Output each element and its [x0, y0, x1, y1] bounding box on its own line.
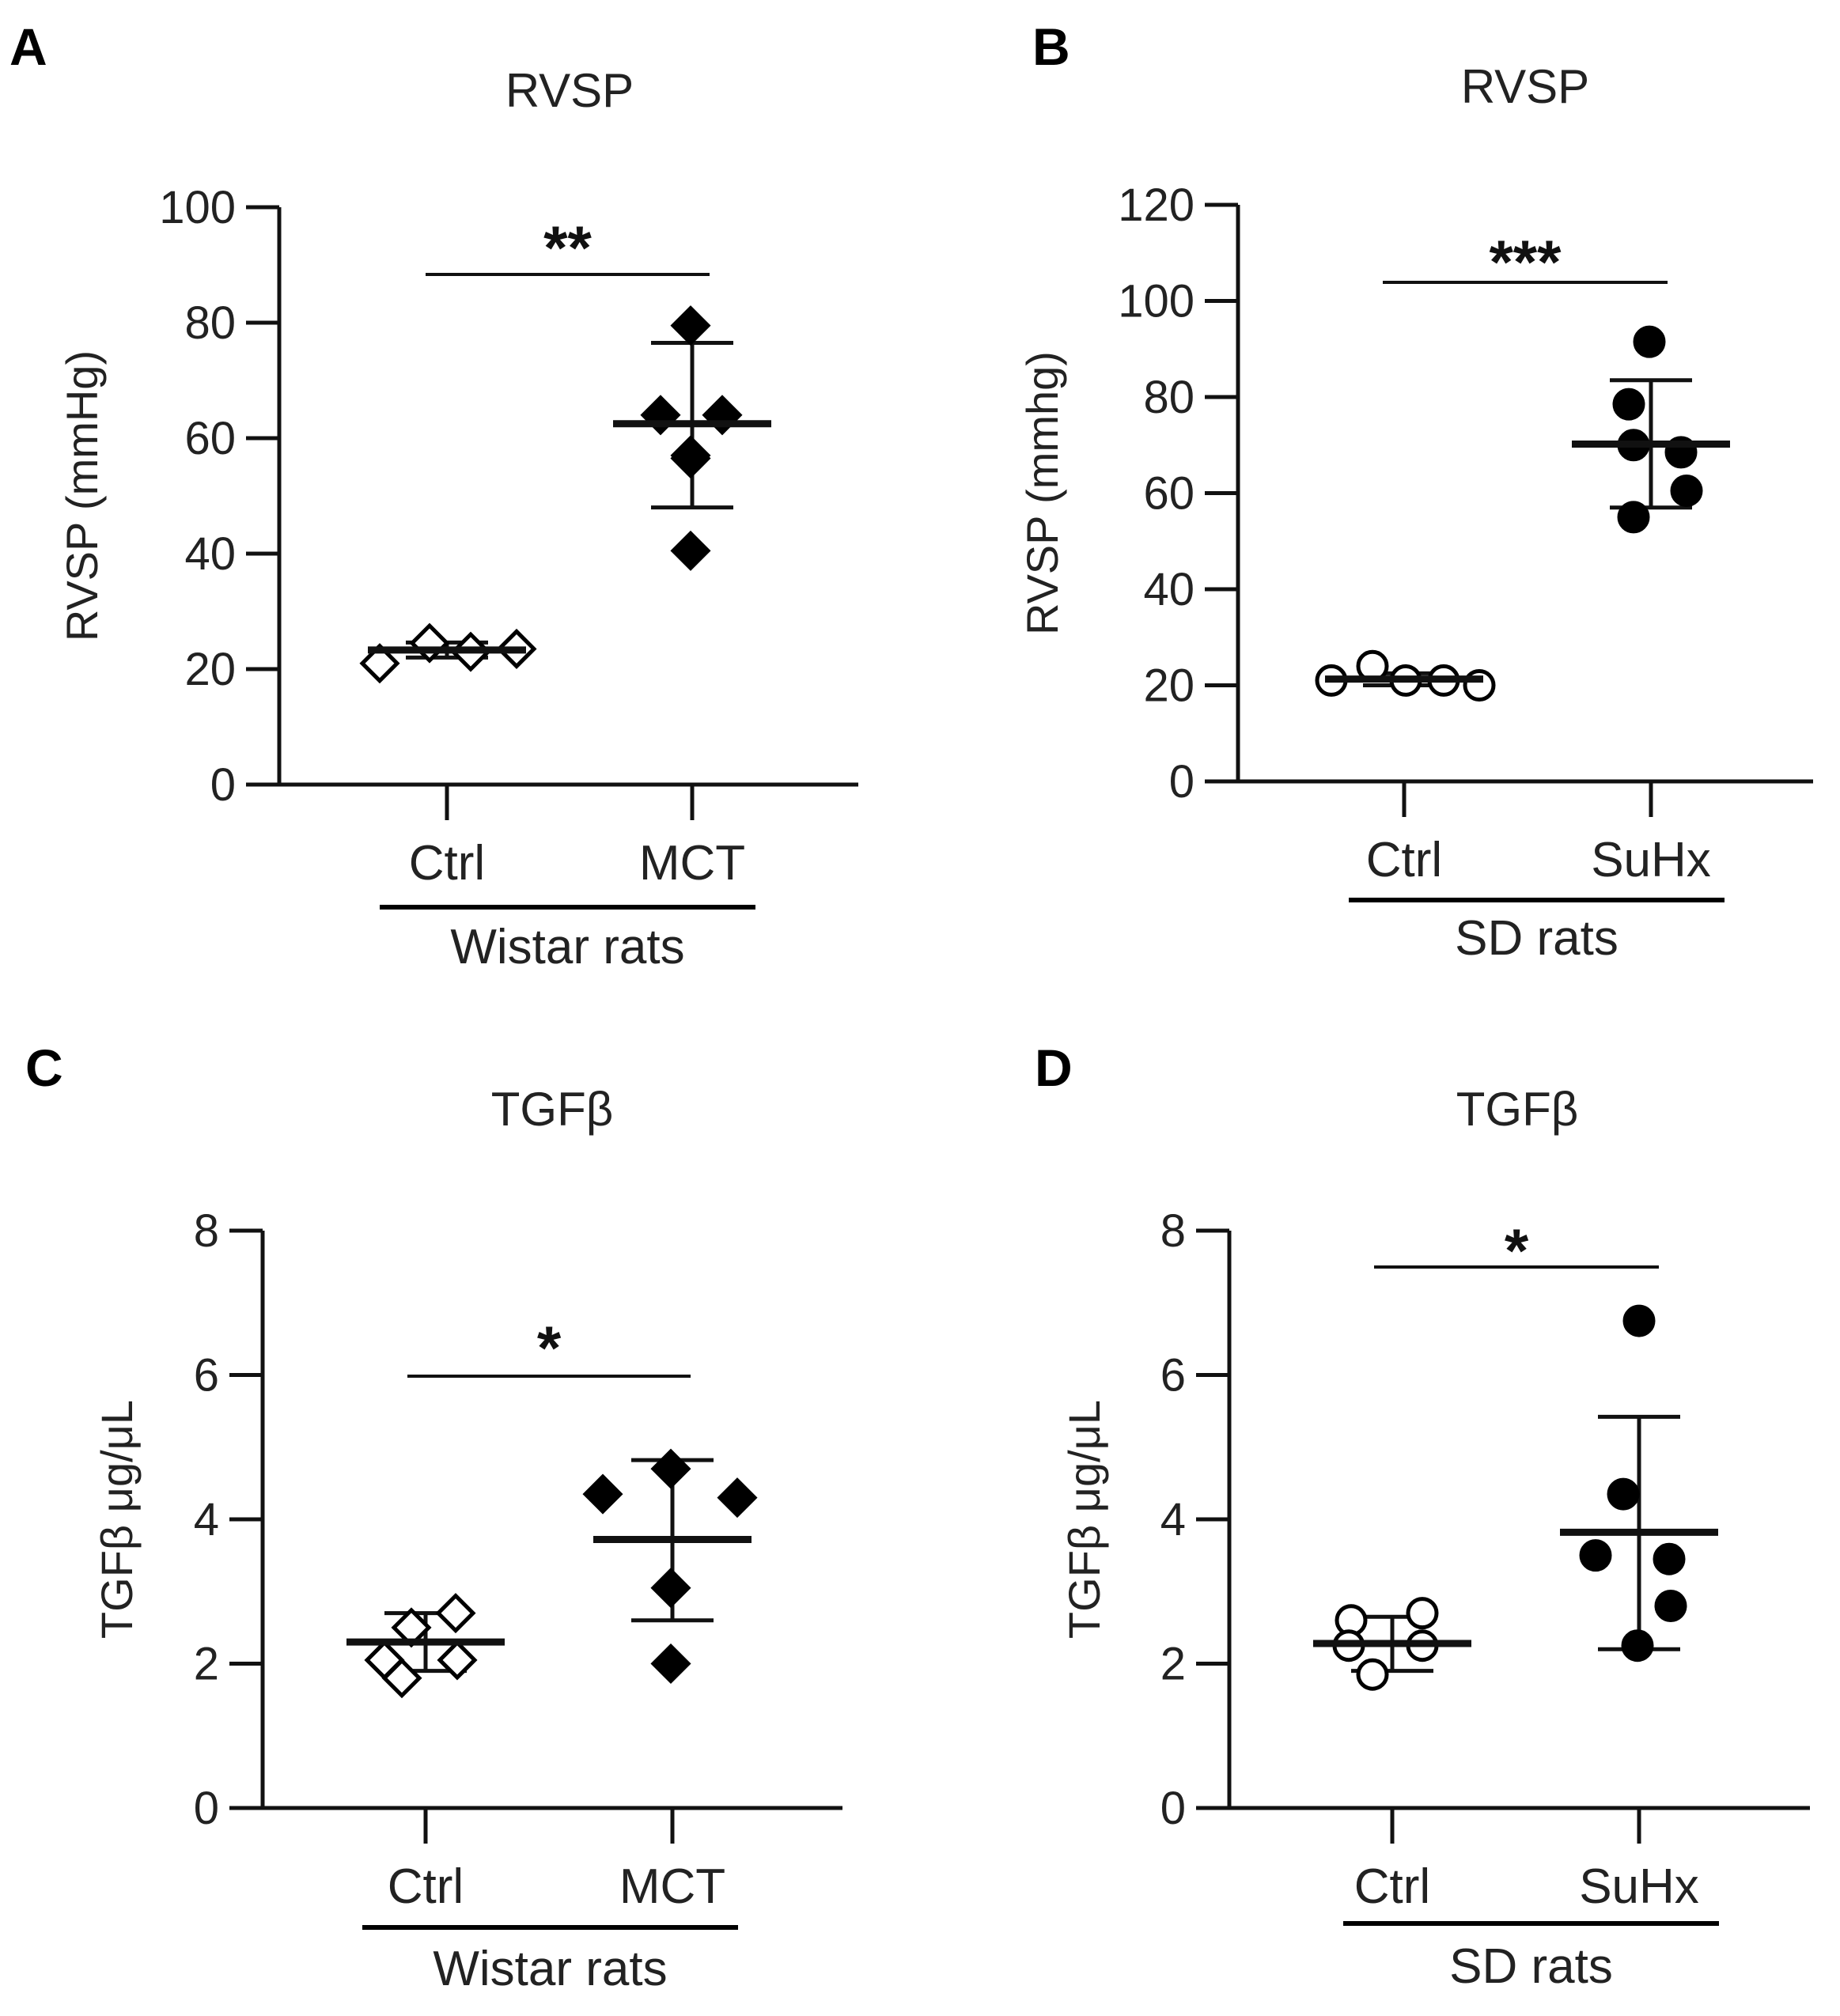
group-label-C: Wistar rats	[433, 1942, 667, 1996]
y-tick-label-D-2: 2	[1160, 1639, 1186, 1690]
y-tick-label-D-4: 4	[1160, 1494, 1186, 1545]
significance-label-C: *	[537, 1313, 562, 1382]
x-tick-label-B-SuHx: SuHx	[1591, 833, 1711, 887]
data-point-C-Ctrl-5	[381, 1658, 422, 1699]
data-point-C-MCT-3	[717, 1477, 758, 1519]
y-tick-label-B-40: 40	[1143, 564, 1194, 615]
data-point-C-MCT-2	[650, 1448, 691, 1489]
group-label-A: Wistar rats	[450, 920, 684, 974]
data-point-D-Ctrl-5	[1356, 1658, 1389, 1691]
x-tick-label-D-Ctrl: Ctrl	[1354, 1859, 1430, 1914]
significance-label-B: ***	[1489, 227, 1562, 297]
group-label-D: SD rats	[1449, 1939, 1613, 1994]
x-tick-label-C-MCT: MCT	[619, 1859, 725, 1914]
x-tick-label-A-MCT: MCT	[639, 836, 745, 891]
data-point-C-MCT-5	[650, 1643, 691, 1685]
y-tick-label-C-2: 2	[194, 1639, 219, 1690]
significance-label-A: **	[543, 213, 592, 282]
y-tick-label-B-20: 20	[1143, 660, 1194, 712]
y-tick-label-D-8: 8	[1160, 1205, 1186, 1257]
data-point-A-MCT-5	[670, 530, 711, 571]
y-tick-label-D-6: 6	[1160, 1350, 1186, 1401]
x-tick-label-D-SuHx: SuHx	[1579, 1859, 1699, 1914]
y-tick-label-A-60: 60	[184, 413, 236, 464]
y-tick-label-D-0: 0	[1160, 1783, 1186, 1834]
x-tick-label-B-Ctrl: Ctrl	[1366, 833, 1442, 887]
y-axis-label-A: RVSP (mmHg)	[57, 350, 107, 641]
y-tick-label-C-8: 8	[194, 1205, 219, 1257]
x-tick-label-A-Ctrl: Ctrl	[409, 836, 485, 891]
panel-letter-B: B	[1032, 17, 1070, 76]
data-point-C-MCT-1	[582, 1473, 623, 1515]
y-tick-label-B-100: 100	[1118, 276, 1194, 327]
y-tick-label-B-60: 60	[1143, 468, 1194, 520]
data-point-B-SuHx-1	[1633, 325, 1666, 358]
y-tick-label-A-0: 0	[210, 759, 236, 811]
data-point-D-SuHx-4	[1579, 1539, 1612, 1572]
data-point-A-MCT-1	[670, 305, 711, 346]
panel-letter-A: A	[9, 17, 47, 76]
panel-letter-C: C	[25, 1038, 63, 1097]
y-tick-label-B-120: 120	[1118, 180, 1194, 231]
data-point-D-SuHx-2	[1607, 1477, 1640, 1511]
data-point-D-Ctrl-2	[1406, 1597, 1439, 1630]
significance-label-D: *	[1505, 1216, 1529, 1285]
y-tick-label-A-40: 40	[184, 528, 236, 580]
y-axis-label-C: TGFβ μg/μL	[92, 1400, 142, 1639]
panel-title-A: RVSP	[505, 64, 634, 117]
panel-title-C: TGFβ	[491, 1083, 613, 1136]
data-point-C-Ctrl-4	[437, 1640, 478, 1681]
y-tick-label-B-80: 80	[1143, 372, 1194, 423]
data-point-C-MCT-4	[650, 1568, 691, 1609]
x-tick-label-C-Ctrl: Ctrl	[388, 1859, 464, 1914]
y-tick-label-A-100: 100	[159, 182, 236, 233]
data-point-B-SuHx-2	[1612, 388, 1645, 421]
data-point-D-SuHx-1	[1622, 1304, 1656, 1337]
data-point-C-Ctrl-2	[435, 1593, 476, 1634]
data-point-D-SuHx-6	[1621, 1629, 1654, 1662]
data-point-A-MCT-6	[670, 438, 711, 479]
data-point-D-SuHx-3	[1653, 1542, 1686, 1575]
data-point-A-Ctrl-1	[359, 643, 400, 684]
data-point-B-SuHx-5	[1670, 474, 1703, 507]
data-point-A-Ctrl-2	[409, 622, 450, 664]
y-tick-label-C-6: 6	[194, 1350, 219, 1401]
y-tick-label-B-0: 0	[1169, 756, 1194, 808]
panel-title-D: TGFβ	[1456, 1083, 1578, 1136]
panel-letter-D: D	[1035, 1038, 1073, 1097]
group-label-B: SD rats	[1455, 911, 1619, 966]
data-point-D-SuHx-5	[1654, 1590, 1687, 1622]
y-tick-label-C-0: 0	[194, 1783, 219, 1834]
y-axis-label-B: RVSP (mmhg)	[1017, 351, 1067, 635]
data-point-B-Ctrl-5	[1463, 669, 1496, 702]
y-tick-label-A-80: 80	[184, 297, 236, 349]
panel-title-B: RVSP	[1461, 60, 1589, 113]
y-axis-label-D: TGFβ μg/μL	[1059, 1400, 1109, 1639]
y-tick-label-C-4: 4	[194, 1494, 219, 1545]
y-tick-label-A-20: 20	[184, 644, 236, 695]
data-point-B-SuHx-6	[1617, 501, 1650, 534]
